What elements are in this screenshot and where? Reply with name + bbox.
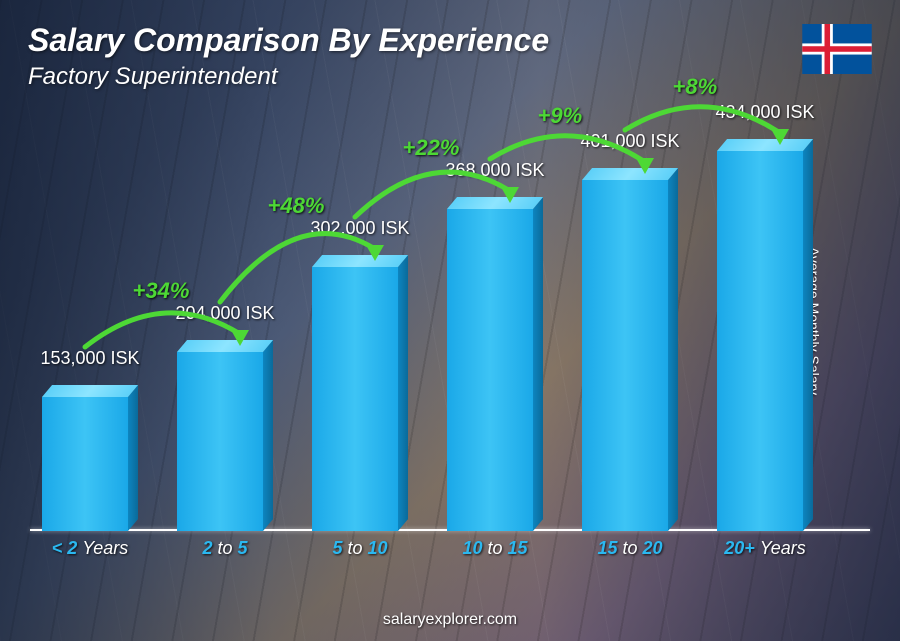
bar-category-label: < 2 Years <box>30 538 150 559</box>
bar-top <box>582 168 678 180</box>
bar-category-label: 5 to 10 <box>300 538 420 559</box>
bar-top <box>447 197 543 209</box>
bar-value-label: 368,000 ISK <box>425 160 565 181</box>
bar-front <box>717 151 803 531</box>
bar-value-label: 153,000 ISK <box>20 348 160 369</box>
growth-pct-label: +48% <box>268 193 325 219</box>
bar-value-label: 401,000 ISK <box>560 131 700 152</box>
bar-side <box>668 168 678 531</box>
growth-pct-label: +22% <box>403 135 460 161</box>
bar-top <box>42 385 138 397</box>
bar-top <box>717 139 813 151</box>
bar-side <box>128 385 138 531</box>
bar-category-label: 2 to 5 <box>165 538 285 559</box>
bar-category-label: 20+ Years <box>705 538 825 559</box>
bar-side <box>398 255 408 531</box>
bar-front <box>312 267 398 531</box>
growth-pct-label: +8% <box>673 74 718 100</box>
flag-iceland-icon <box>802 24 872 74</box>
bar-value-label: 434,000 ISK <box>695 102 835 123</box>
bar-3d <box>447 209 543 531</box>
bar-front <box>42 397 128 531</box>
bar-value-label: 204,000 ISK <box>155 303 295 324</box>
growth-pct-label: +34% <box>133 278 190 304</box>
bar-3d <box>582 180 678 531</box>
bar-category-label: 15 to 20 <box>570 538 690 559</box>
bar-chart: 153,000 ISK< 2 Years204,000 ISK2 to 5302… <box>30 120 840 561</box>
page-subtitle: Factory Superintendent <box>28 63 549 91</box>
bar-side <box>263 340 273 531</box>
footer-attribution: salaryexplorer.com <box>0 611 900 629</box>
bar-front <box>177 352 263 531</box>
bar-front <box>582 180 668 531</box>
bar-side <box>803 139 813 531</box>
bar-3d <box>177 352 273 531</box>
bar-top <box>177 340 273 352</box>
bar-3d <box>42 397 138 531</box>
bar-3d <box>717 151 813 531</box>
growth-pct-label: +9% <box>538 103 583 129</box>
bar-3d <box>312 267 408 531</box>
bar-value-label: 302,000 ISK <box>290 218 430 239</box>
header: Salary Comparison By Experience Factory … <box>28 22 549 91</box>
bar-top <box>312 255 408 267</box>
page-title: Salary Comparison By Experience <box>28 22 549 59</box>
bar-front <box>447 209 533 531</box>
bar-side <box>533 197 543 531</box>
bar-category-label: 10 to 15 <box>435 538 555 559</box>
